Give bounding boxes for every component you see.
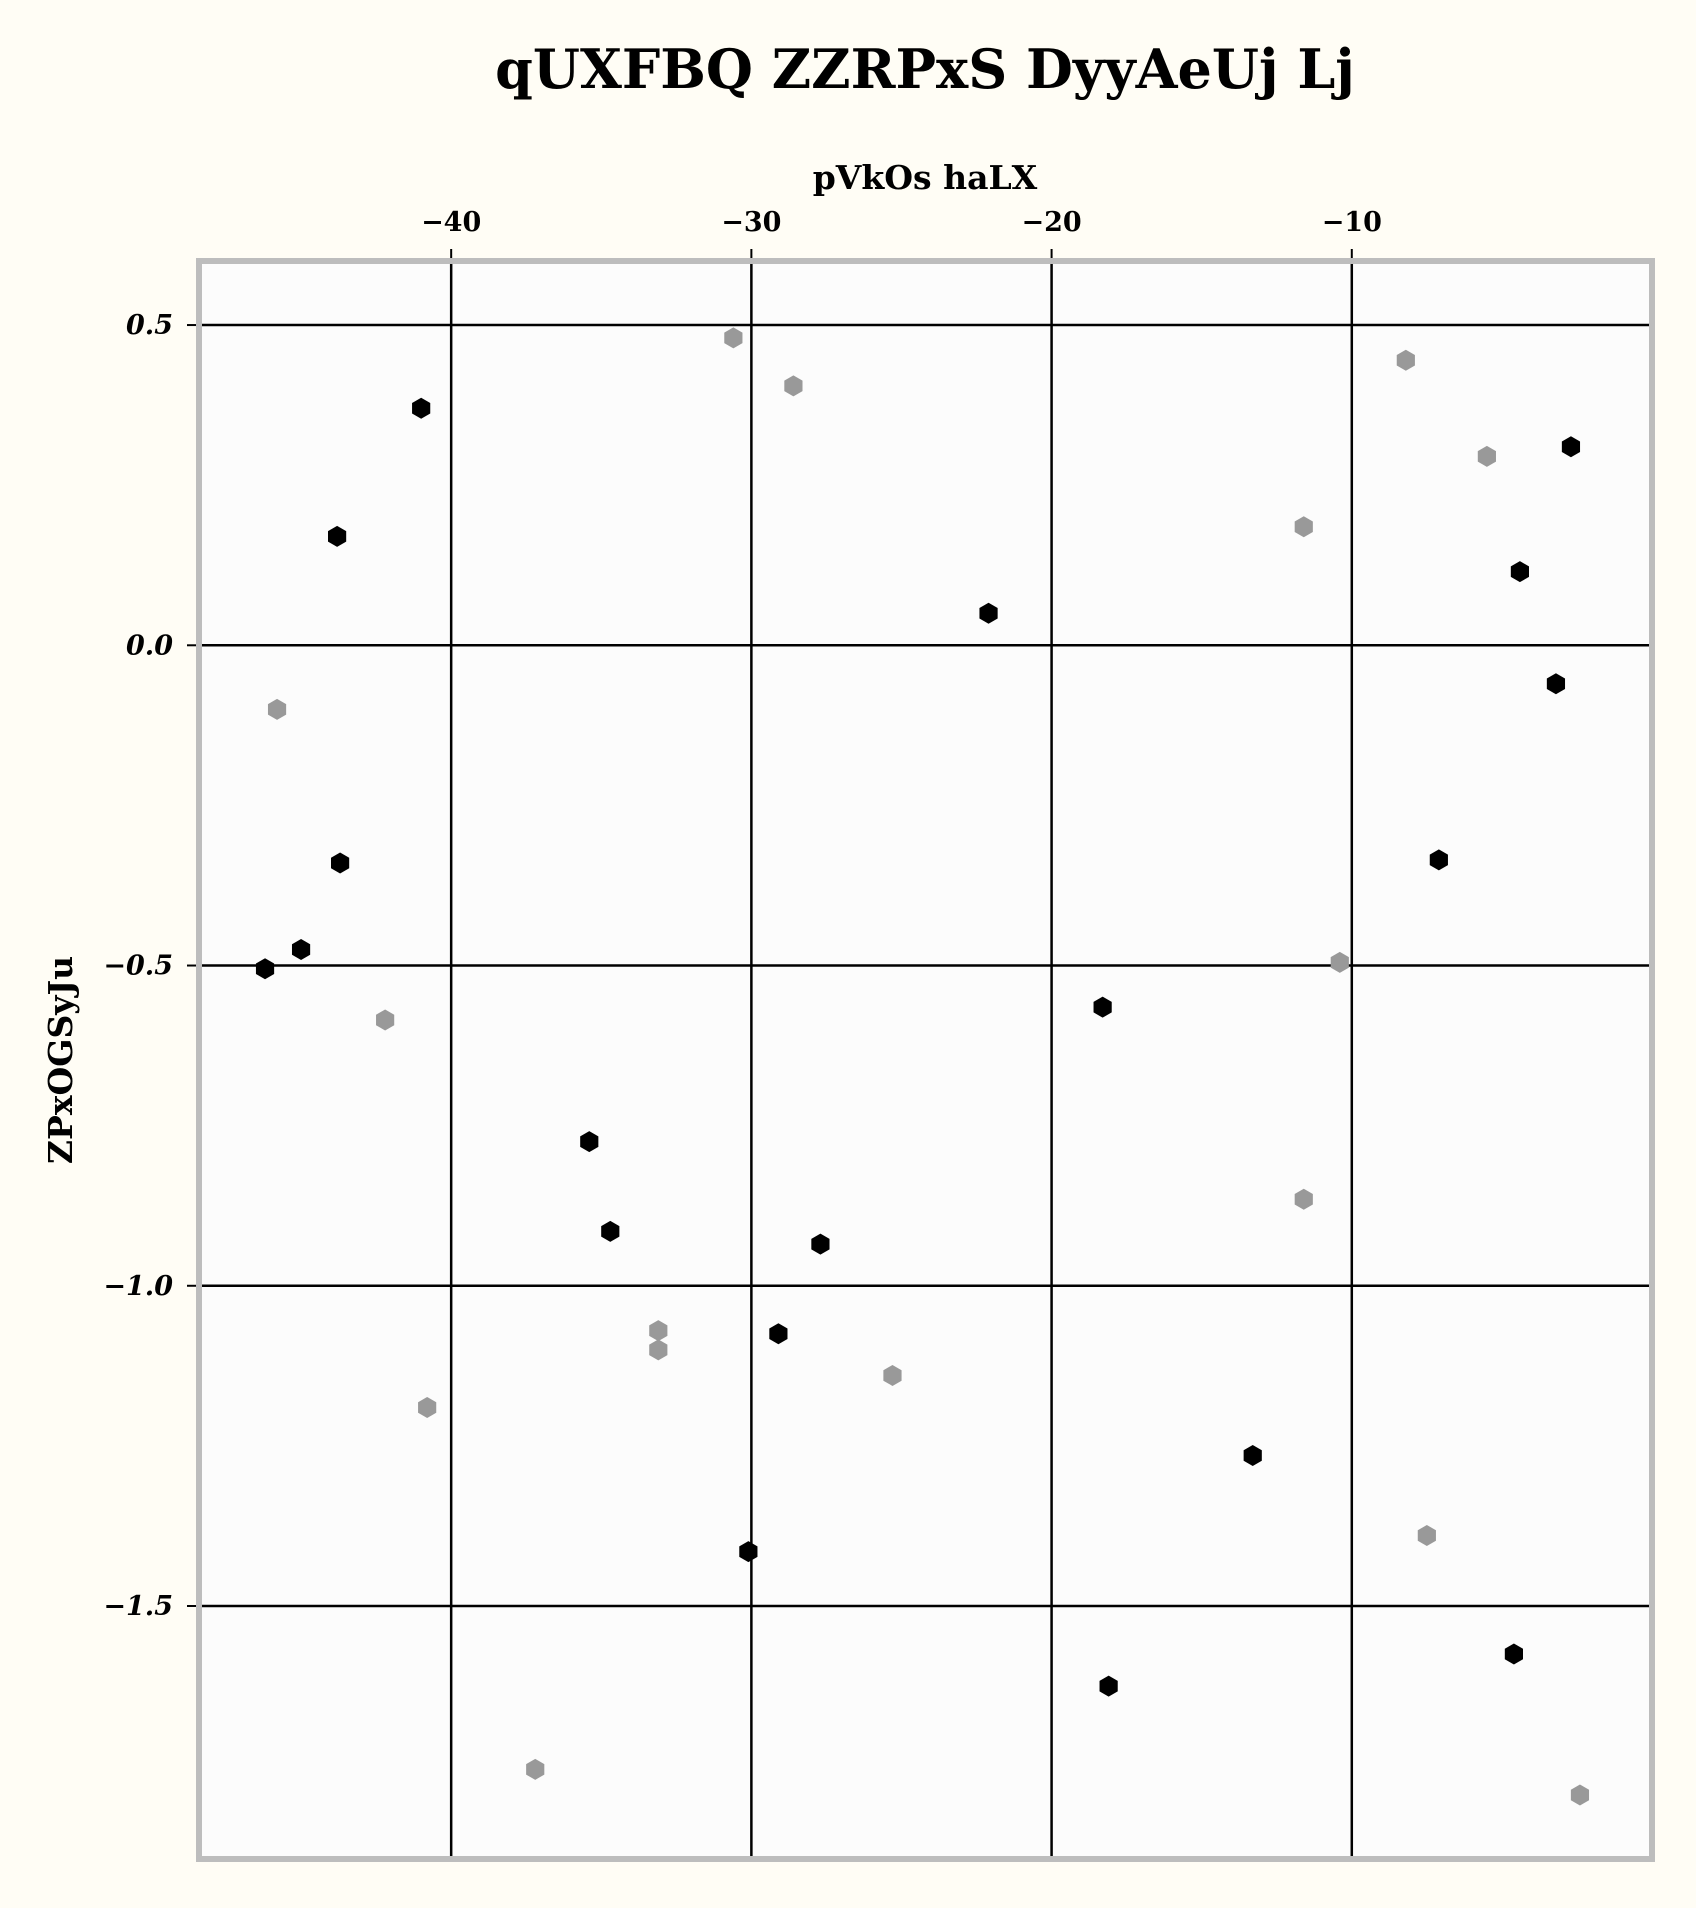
scatter-point	[1294, 516, 1313, 538]
x-tick-label: −40	[421, 207, 481, 238]
grid-lines	[187, 249, 1652, 1859]
scatter-point	[1504, 1643, 1523, 1665]
data-points	[255, 327, 1590, 1806]
scatter-point	[1093, 996, 1112, 1018]
y-tick-label: −0.5	[103, 951, 173, 982]
scatter-point	[1561, 436, 1581, 458]
scatter-point	[649, 1320, 668, 1342]
scatter-point	[255, 958, 275, 980]
scatter-point	[331, 852, 350, 874]
scatter-point	[1099, 1675, 1118, 1697]
scatter-point	[526, 1758, 545, 1780]
scatter-point	[1477, 445, 1496, 467]
chart-title: qUXFBQ ZZRPxS DyyAeUj Lj	[495, 37, 1355, 101]
scatter-point	[1396, 349, 1415, 371]
scatter-point	[328, 525, 347, 547]
scatter-point	[769, 1323, 788, 1345]
scatter-point	[979, 602, 998, 624]
scatter-point	[1330, 951, 1349, 973]
y-tick-label: −1.0	[103, 1271, 173, 1302]
scatter-point	[883, 1364, 902, 1386]
scatter-point	[649, 1339, 668, 1361]
scatter-point	[291, 939, 311, 961]
scatter-point	[580, 1131, 599, 1153]
scatter-point	[724, 327, 743, 349]
y-tick-label: 0.5	[126, 310, 173, 341]
x-tick-label: −10	[1322, 207, 1382, 238]
scatter-point	[412, 397, 431, 419]
scatter-point	[739, 1541, 758, 1563]
scatter-point	[418, 1396, 437, 1418]
x-tick-label: −30	[721, 207, 781, 238]
tick-labels: −40 −30 −20 −10 0.5 0.0 −0.5 −1.0 −1.5	[103, 207, 1382, 1622]
y-axis-label: ZPxOGSyJu	[41, 956, 80, 1164]
scatter-point	[376, 1009, 395, 1031]
scatter-point	[267, 698, 287, 720]
scatter-point	[1294, 1188, 1313, 1210]
scatter-point	[1510, 561, 1529, 583]
x-tick-label: −20	[1021, 207, 1081, 238]
scatter-point	[1243, 1445, 1262, 1466]
scatter-point	[601, 1220, 620, 1242]
y-tick-label: 0.0	[126, 630, 173, 661]
scatter-point	[1417, 1525, 1436, 1547]
scatter-point	[1546, 673, 1566, 695]
scatter-point	[784, 375, 803, 397]
scatter-point	[1570, 1784, 1590, 1806]
plot-frame	[196, 258, 1655, 1862]
y-tick-label: −1.5	[103, 1591, 173, 1622]
x-axis-label: pVkOs haLX	[813, 158, 1038, 197]
plot-area	[199, 261, 1652, 1859]
scatter-point	[811, 1233, 830, 1255]
scatter-point	[1429, 849, 1448, 871]
